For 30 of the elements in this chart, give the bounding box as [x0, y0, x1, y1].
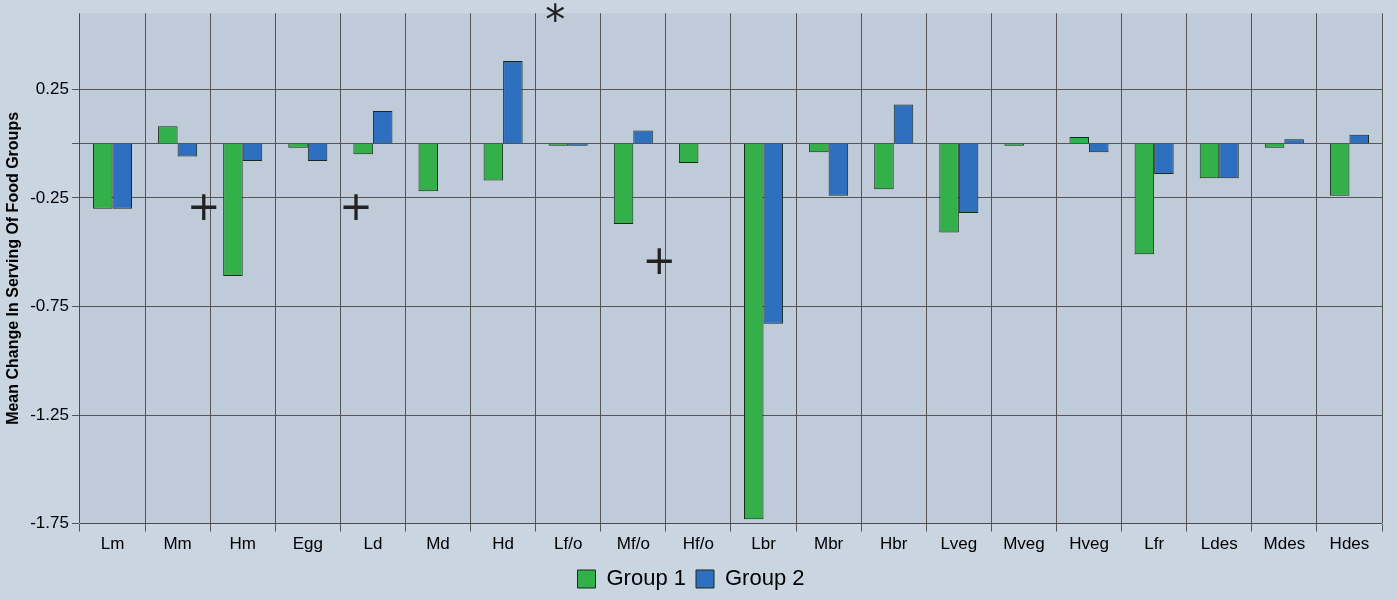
x-tick-label: Mbr	[813, 534, 844, 554]
y-tick-label: -1.75	[30, 513, 69, 533]
x-tick-label: Hdes	[1329, 534, 1370, 554]
x-tick-label: Lveg	[940, 534, 978, 554]
x-tick-label: Mdes	[1263, 534, 1306, 554]
x-tick-label: Lm	[100, 534, 125, 554]
legend-label: Group 1	[606, 565, 687, 591]
y-tick-label: -1.25	[30, 404, 69, 424]
y-tick-label: -0.75	[30, 296, 69, 316]
x-tick-label: Egg	[292, 534, 323, 554]
x-tick-label: Mveg	[1003, 534, 1045, 554]
x-tick-label: Hd	[492, 534, 514, 554]
x-tick-label: Mm	[163, 534, 192, 554]
x-tick-label: Ld	[363, 534, 383, 554]
x-tick-label: Ldes	[1200, 534, 1238, 554]
y-axis-title: Mean Change In Serving Of Food Groups	[4, 111, 22, 425]
x-tick-label: Hm	[229, 534, 256, 554]
annotation: *	[545, 0, 566, 43]
x-tick-label: Lfr	[1144, 534, 1165, 554]
x-tick-label: Lbr	[751, 534, 777, 554]
legend-label: Group 2	[725, 565, 805, 591]
annotation: +	[339, 183, 373, 230]
x-tick-label: Lf/o	[554, 534, 583, 554]
x-tick-label: Hveg	[1069, 534, 1109, 554]
x-tick-label: Hbr	[880, 534, 908, 554]
x-tick-label: Mf/o	[616, 534, 650, 554]
y-tick-label: -0.25	[30, 187, 69, 207]
y-tick-label: 0.25	[35, 78, 69, 98]
x-tick-label: Md	[426, 534, 450, 554]
x-tick-label: Hf/o	[682, 534, 715, 554]
